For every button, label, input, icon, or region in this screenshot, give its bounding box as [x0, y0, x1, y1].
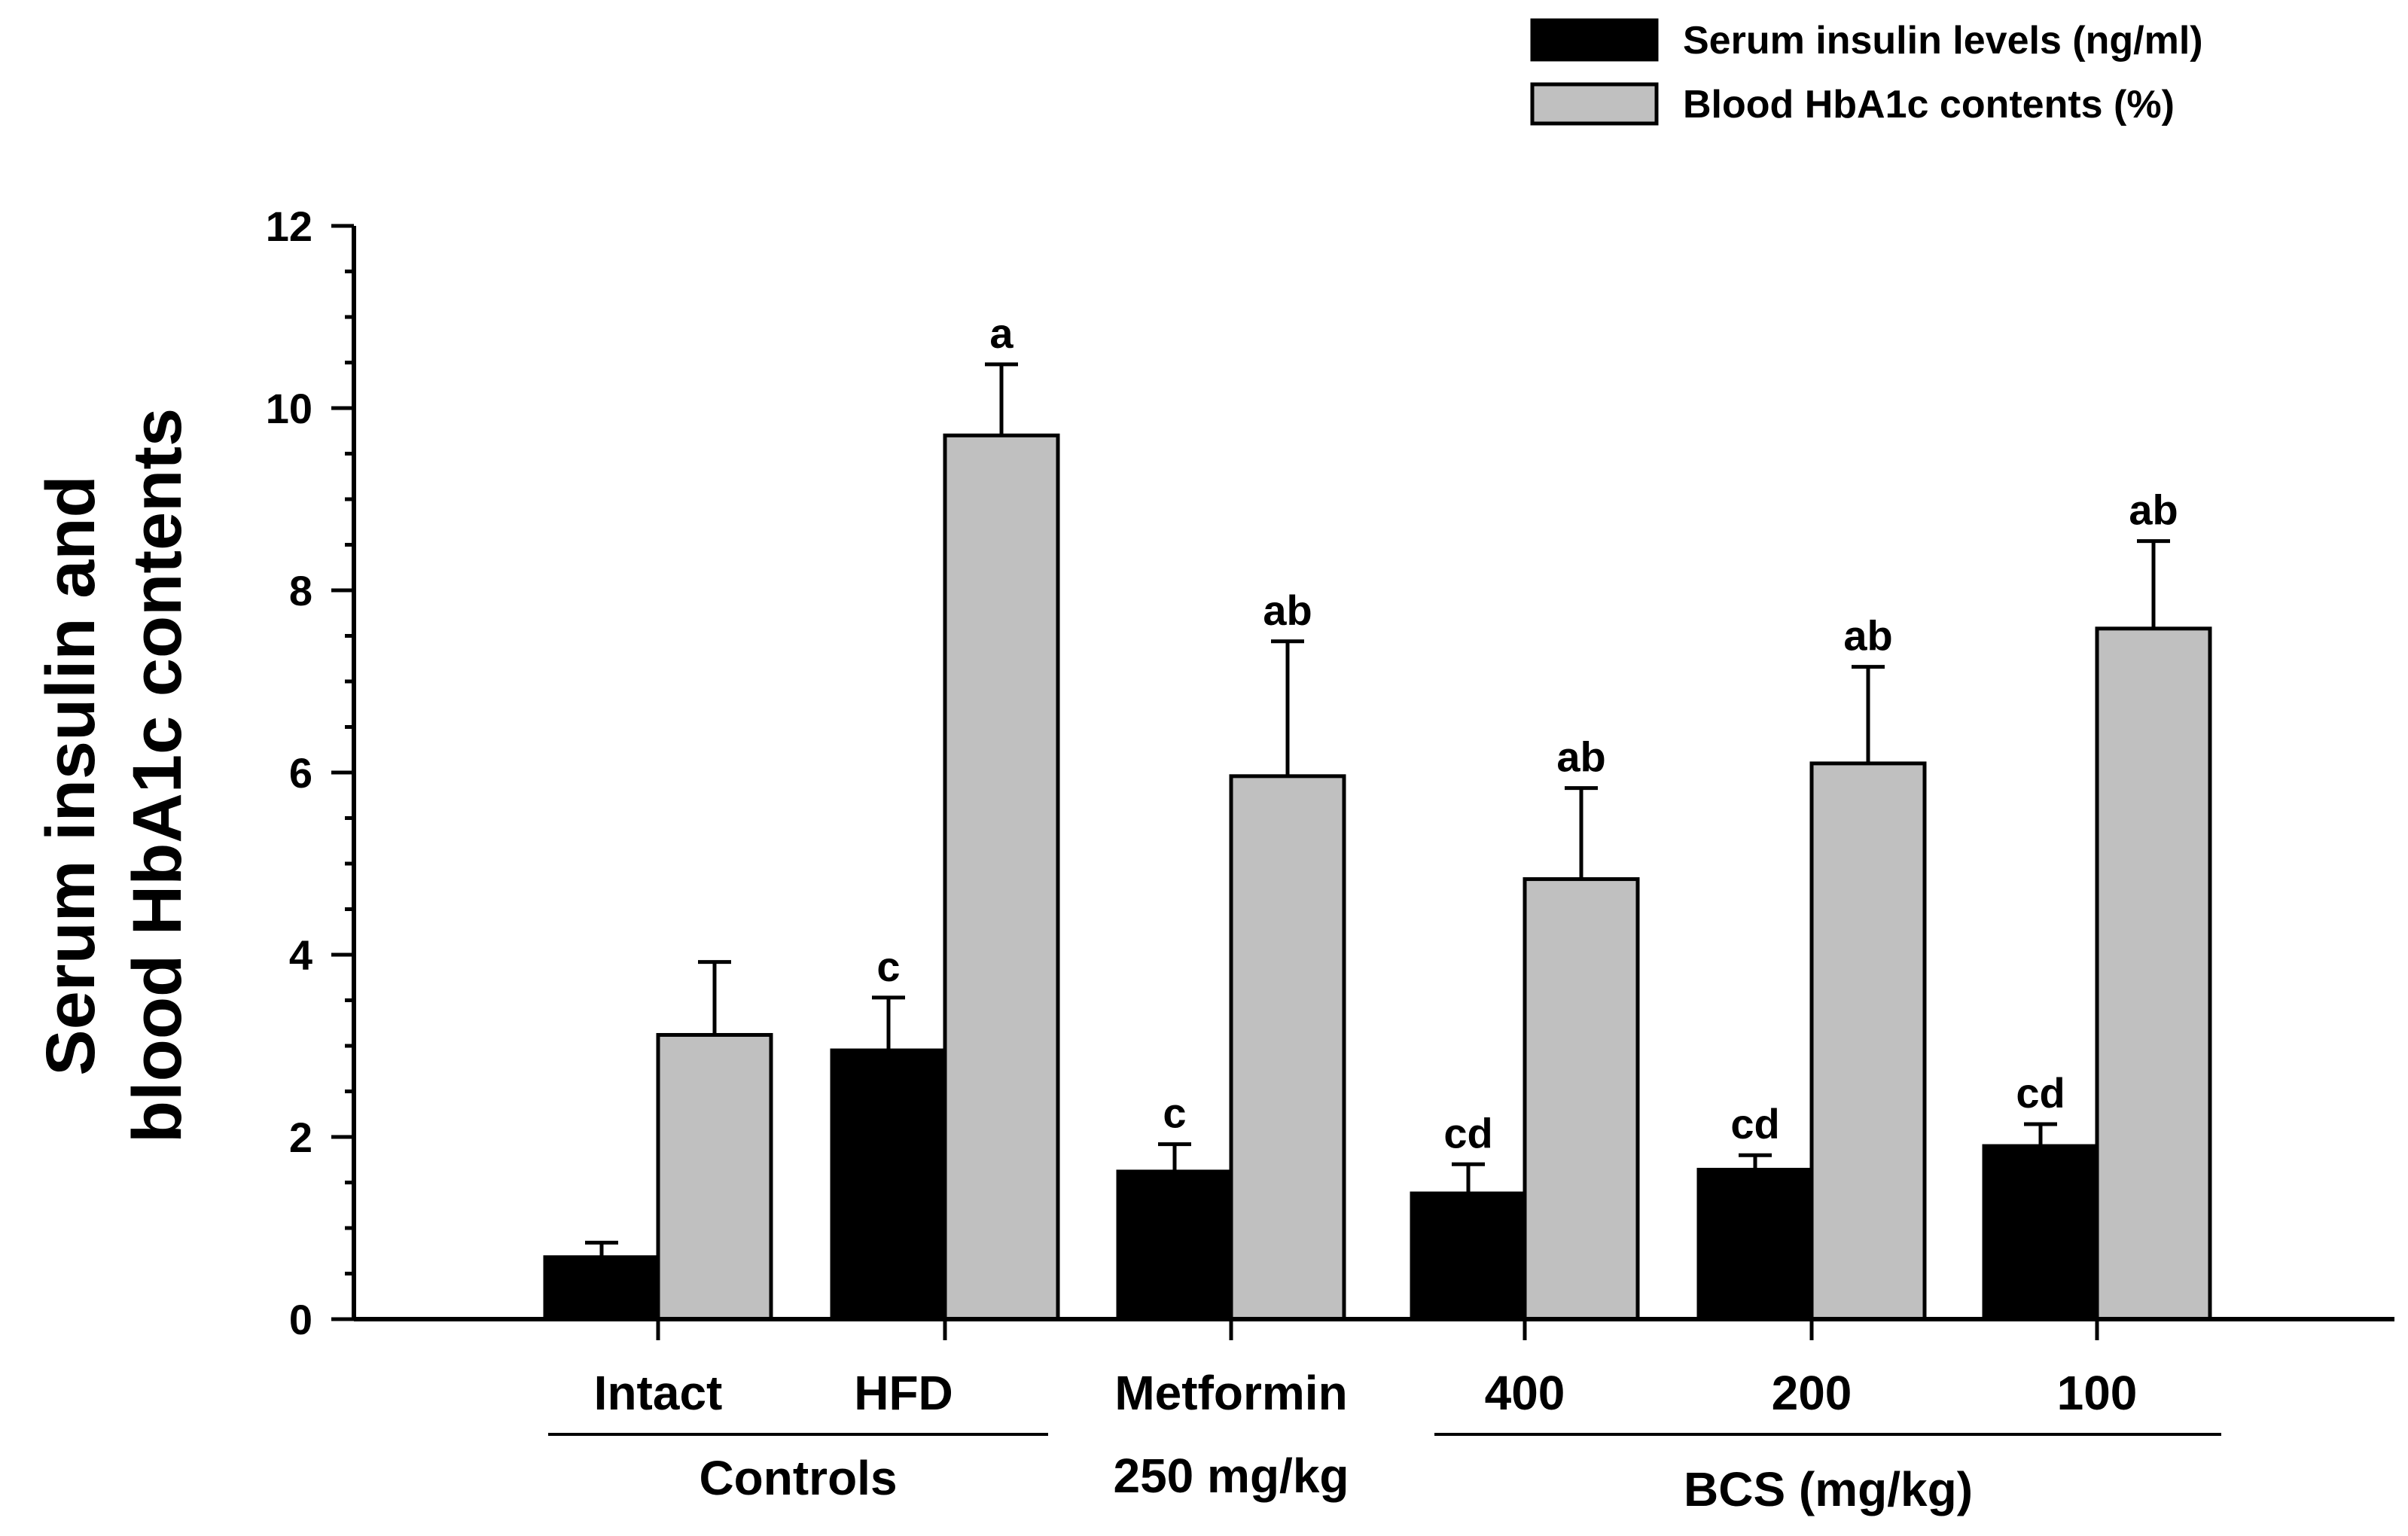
bar-2-2 [943, 433, 1060, 1321]
bar-2-6 [2095, 626, 2212, 1321]
y-tick-label: 4 [289, 931, 312, 979]
bar-2-1 [656, 1032, 773, 1321]
category-label-3-line-1: Metformin [1114, 1366, 1347, 1420]
significance-label: cd [2016, 1069, 2065, 1117]
y-tick-label: 0 [289, 1296, 312, 1343]
significance-label: cd [1730, 1100, 1779, 1147]
bar-2-4 [1523, 877, 1640, 1321]
bar-1-4 [1410, 1191, 1527, 1321]
group-label-1: Controls [699, 1451, 897, 1505]
y-axis-label: Serum insulin and blood HbA1c contents [32, 408, 196, 1143]
y-axis-label-line-1: Serum insulin and [32, 475, 109, 1075]
bar-2-3 [1229, 774, 1346, 1321]
significance-label: a [989, 309, 1013, 357]
significance-label: ab [1263, 587, 1312, 634]
category-label-1: Intact [594, 1366, 723, 1420]
significance-label: cd [1443, 1109, 1492, 1157]
y-tick-label: 2 [289, 1114, 312, 1161]
bar-1-1 [543, 1255, 660, 1321]
bar-1-5 [1696, 1168, 1814, 1321]
y-axis: 0 2 4 6 8 10 12 [266, 203, 356, 1343]
significance-label: c [876, 943, 900, 990]
bars: c c cd cd cd a ab ab ab ab [543, 309, 2212, 1321]
group-label-2: BCS (mg/kg) [1684, 1462, 1973, 1516]
y-tick-label: 8 [289, 567, 312, 614]
bar-2-5 [1809, 761, 1927, 1321]
category-label-4: 400 [1485, 1366, 1565, 1420]
legend: Serum insulin levels (ng/ml) Blood HbA1c … [1530, 18, 2203, 126]
legend-swatch-1 [1530, 18, 1659, 62]
legend-swatch-2 [1530, 82, 1659, 126]
significance-label: ab [1843, 612, 1892, 660]
significance-label: ab [2129, 486, 2178, 534]
category-label-2: HFD [854, 1366, 953, 1420]
y-tick-label: 12 [266, 203, 312, 250]
category-label-3-line-2: 250 mg/kg [1113, 1449, 1349, 1503]
significance-label: c [1163, 1090, 1186, 1137]
legend-label-2: Blood HbA1c contents (%) [1683, 83, 2175, 126]
category-label-5: 200 [1772, 1366, 1852, 1420]
y-tick-label: 6 [289, 749, 312, 797]
category-label-6: 100 [2057, 1366, 2138, 1420]
y-tick-label: 10 [266, 385, 312, 432]
x-axis: Intact HFD Metformin 250 mg/kg 400 200 100 Cont… [354, 1317, 2394, 1516]
bar-1-3 [1116, 1169, 1233, 1321]
significance-label: ab [1556, 733, 1605, 781]
bar-1-2 [830, 1048, 947, 1321]
bar-1-6 [1982, 1144, 2099, 1321]
y-axis-label-line-2: blood HbA1c contents [119, 408, 196, 1143]
legend-label-1: Serum insulin levels (ng/ml) [1683, 19, 2203, 62]
